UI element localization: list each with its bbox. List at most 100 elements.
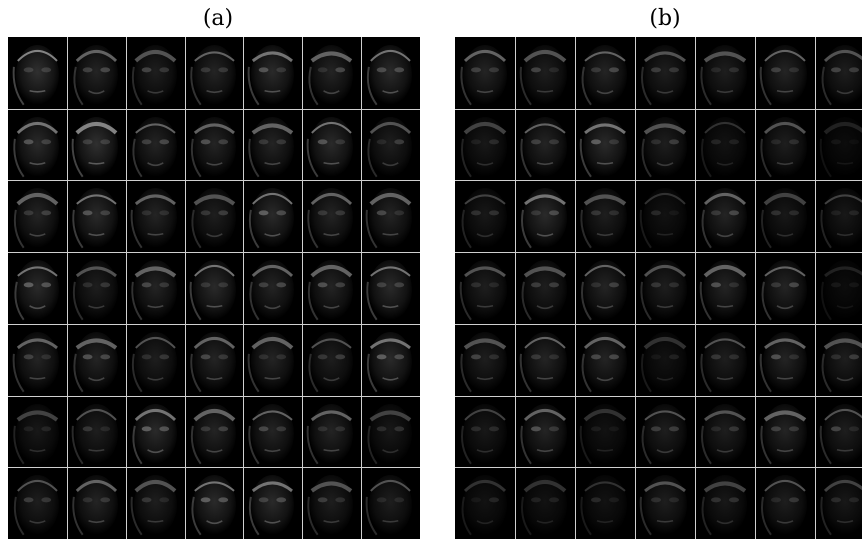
face-tile [361, 108, 420, 181]
panel-label-b: (b) [649, 6, 681, 31]
face-tile [184, 252, 244, 324]
face-tile [575, 395, 635, 468]
face-tile [455, 252, 515, 324]
face-tile [635, 180, 695, 253]
face-tile [125, 395, 185, 468]
face-tile [243, 180, 303, 253]
face-tile [125, 323, 185, 396]
face-tile [815, 180, 862, 253]
face-tile [755, 323, 815, 396]
panel-a: (a) [8, 0, 428, 539]
face-tile [8, 180, 67, 253]
grid-divider [455, 180, 862, 181]
face-tile [815, 108, 862, 181]
face-tile [635, 395, 695, 468]
face-tile [455, 180, 515, 253]
face-grid-b [455, 37, 862, 539]
face-tile [635, 252, 695, 324]
face-tile [695, 108, 755, 181]
face-tile [575, 252, 635, 324]
face-tile [184, 108, 244, 181]
face-tile [695, 252, 755, 324]
face-tile [8, 108, 67, 181]
face-tile [515, 180, 575, 253]
face-tile [8, 252, 67, 324]
panel-b: (b) [455, 0, 862, 539]
grid-divider [8, 252, 420, 253]
face-tile [361, 252, 420, 324]
face-tile [755, 108, 815, 181]
face-tile [695, 180, 755, 253]
face-tile [302, 252, 362, 324]
face-tile [575, 108, 635, 181]
face-tile [361, 323, 420, 396]
grid-divider [455, 396, 862, 397]
face-tile [755, 395, 815, 468]
face-tile [66, 323, 126, 396]
face-tile [815, 37, 862, 109]
face-tile [125, 467, 185, 539]
grid-divider [575, 37, 576, 539]
face-tile [575, 323, 635, 396]
face-tile [515, 252, 575, 324]
face-tile [815, 395, 862, 468]
face-tile [695, 323, 755, 396]
grid-divider [8, 324, 420, 325]
face-tile [695, 37, 755, 109]
face-tile [361, 180, 420, 253]
face-tile [361, 467, 420, 539]
face-tile [125, 252, 185, 324]
face-tile [455, 467, 515, 539]
face-tile [575, 37, 635, 109]
face-tile [635, 467, 695, 539]
face-tile [184, 180, 244, 253]
face-tile [184, 467, 244, 539]
face-tile [66, 467, 126, 539]
grid-divider [67, 37, 68, 539]
grid-divider [695, 37, 696, 539]
face-tile [815, 252, 862, 324]
face-tile [515, 467, 575, 539]
face-tile [455, 395, 515, 468]
face-tile [815, 323, 862, 396]
face-tile [575, 180, 635, 253]
face-tile [455, 37, 515, 109]
face-tile [302, 180, 362, 253]
face-tile [302, 467, 362, 539]
face-tile [515, 395, 575, 468]
face-tile [125, 108, 185, 181]
face-tile [575, 467, 635, 539]
face-tile [695, 395, 755, 468]
face-tile [8, 395, 67, 468]
grid-divider [815, 37, 816, 539]
face-tile [515, 323, 575, 396]
face-tile [125, 180, 185, 253]
face-tile [755, 252, 815, 324]
panel-label-a: (a) [202, 6, 234, 31]
face-tile [515, 108, 575, 181]
face-tile [243, 108, 303, 181]
face-tile [635, 323, 695, 396]
grid-divider [243, 37, 244, 539]
grid-divider [515, 37, 516, 539]
face-tile [515, 37, 575, 109]
face-tile [302, 108, 362, 181]
face-tile [66, 395, 126, 468]
face-tile [184, 323, 244, 396]
face-tile [184, 395, 244, 468]
face-tile [755, 467, 815, 539]
face-grid-a [8, 37, 420, 539]
face-tile [302, 395, 362, 468]
grid-divider [8, 180, 420, 181]
face-tile [243, 467, 303, 539]
grid-divider [185, 37, 186, 539]
grid-divider [455, 109, 862, 110]
face-tile [8, 323, 67, 396]
grid-divider [635, 37, 636, 539]
grid-divider [302, 37, 303, 539]
face-tile [66, 37, 126, 109]
face-tile [302, 37, 362, 109]
grid-divider [8, 109, 420, 110]
face-tile [8, 37, 67, 109]
grid-divider [126, 37, 127, 539]
